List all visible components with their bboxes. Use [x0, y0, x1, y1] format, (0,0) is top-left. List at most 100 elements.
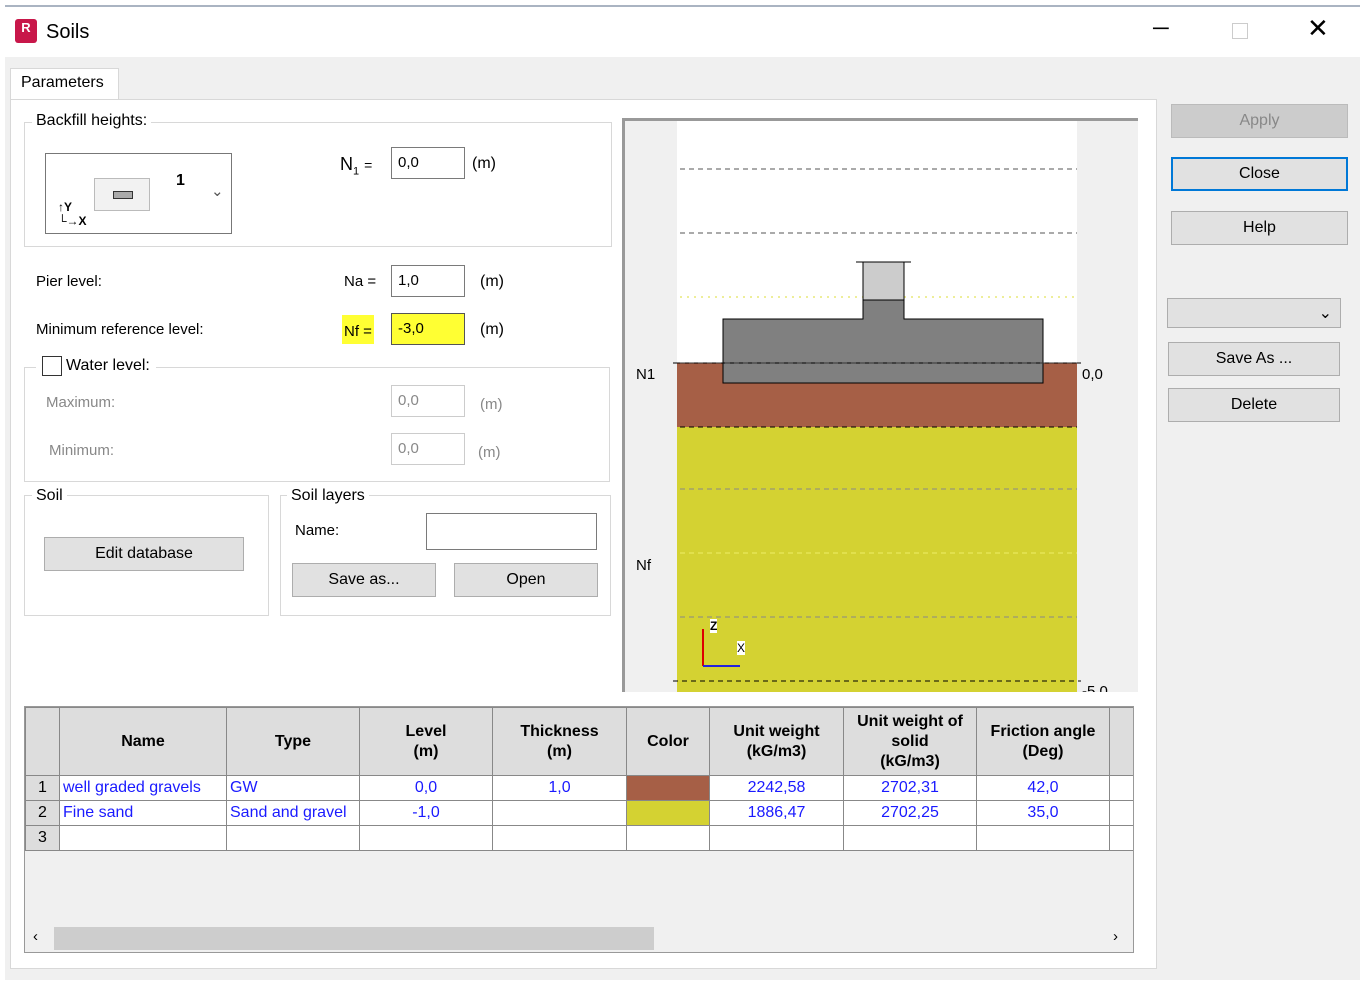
maximize-button[interactable] — [1232, 23, 1248, 39]
n1-input[interactable]: 0,0 — [391, 147, 465, 179]
color-cell[interactable] — [626, 800, 710, 826]
table-header-row: Name Type Level (m) Thickness (m) Color … — [25, 707, 1133, 776]
backfill-selected: 1 — [176, 172, 185, 189]
fa-cell[interactable]: 42,0 — [976, 775, 1110, 801]
axis-z-label: Z — [710, 619, 718, 633]
axes-yx-icon: ↑Y └→X — [58, 200, 87, 228]
top-level-value: 0,0 — [1082, 366, 1103, 383]
uw-cell[interactable]: 1886,47 — [709, 800, 844, 826]
table-row[interactable]: 2 Fine sand Sand and gravel -1,0 1886,47 2702… — [25, 800, 1133, 826]
thickness-cell[interactable]: 1,0 — [492, 775, 627, 801]
n1-marker: N1 — [636, 366, 656, 383]
axis-x-label: X — [737, 641, 746, 655]
soil-table: Name Type Level (m) Thickness (m) Color … — [24, 706, 1134, 953]
color-cell[interactable] — [626, 825, 710, 851]
col-header[interactable]: Unit weight of solid (kG/m3) — [843, 707, 977, 776]
layers-open-button[interactable]: Open — [454, 563, 598, 597]
app-icon: R — [15, 19, 37, 43]
uw-cell[interactable] — [709, 825, 844, 851]
backfill-selector[interactable]: ↑Y └→X 1 ⌄ — [45, 153, 232, 234]
scroll-right-arrow[interactable]: › — [1113, 928, 1118, 945]
level-cell[interactable]: -1,0 — [359, 800, 493, 826]
min-ref-level-input[interactable]: -3,0 — [391, 313, 465, 345]
close-window-button[interactable]: ✕ — [1307, 13, 1329, 43]
min-ref-level-unit: (m) — [480, 321, 504, 338]
save-as-button[interactable]: Save As ... — [1168, 342, 1340, 376]
minimize-button[interactable]: ─ — [1153, 15, 1169, 40]
col-header[interactable]: Friction angle (Deg) — [976, 707, 1110, 776]
name-cell[interactable] — [59, 825, 227, 851]
edit-database-button[interactable]: Edit database — [44, 537, 244, 571]
delete-button[interactable]: Delete — [1168, 388, 1340, 422]
name-cell[interactable]: well graded gravels — [59, 775, 227, 801]
corner-cell — [25, 707, 60, 776]
layers-save-as-button[interactable]: Save as... — [292, 563, 436, 597]
uw-cell[interactable]: 2242,58 — [709, 775, 844, 801]
water-min-label: Minimum: — [49, 442, 115, 459]
min-ref-level-label: Minimum reference level: — [36, 321, 204, 338]
fa-cell[interactable] — [976, 825, 1110, 851]
water-max-label: Maximum: — [46, 394, 116, 411]
water-level-checkbox[interactable]: Water level: — [36, 356, 156, 376]
thickness-cell[interactable] — [492, 825, 627, 851]
na-label: Na = — [344, 273, 377, 290]
water-min-input[interactable]: 0,0 — [391, 433, 465, 465]
type-cell[interactable] — [226, 825, 360, 851]
soil-layers-group — [280, 495, 611, 616]
nf-label: Nf = — [342, 315, 374, 344]
bottom-level-value: -5,0 — [1082, 683, 1108, 692]
thickness-cell[interactable] — [492, 800, 627, 826]
empty-cell[interactable] — [1109, 800, 1133, 826]
scroll-left-arrow[interactable]: ‹ — [33, 928, 38, 945]
preset-combo[interactable]: ⌄ — [1167, 298, 1341, 328]
num-cell[interactable]: 3 — [25, 825, 60, 851]
soil-layers-label: Soil layers — [287, 487, 369, 505]
checkbox-icon — [42, 356, 62, 376]
footing-shape — [722, 299, 1044, 384]
chevron-down-icon: ⌄ — [211, 183, 224, 200]
pier-icon — [862, 261, 905, 301]
table-row[interactable]: 1 well graded gravels GW 0,0 1,0 2242,58 2702,… — [25, 775, 1133, 801]
apply-button[interactable]: Apply — [1171, 104, 1348, 138]
type-cell[interactable]: Sand and gravel — [226, 800, 360, 826]
col-header[interactable]: Name — [59, 707, 227, 776]
soil-profile-drawing — [673, 121, 1081, 692]
water-max-input[interactable]: 0,0 — [391, 385, 465, 417]
color-cell[interactable] — [626, 775, 710, 801]
uws-cell[interactable]: 2702,31 — [843, 775, 977, 801]
type-cell[interactable]: GW — [226, 775, 360, 801]
table-row[interactable]: 3 — [25, 825, 1133, 851]
layer-name-label: Name: — [295, 522, 340, 539]
backfill-group — [24, 122, 612, 247]
soil-group-label: Soil — [32, 487, 67, 505]
level-cell[interactable]: 0,0 — [359, 775, 493, 801]
tab-parameters[interactable]: Parameters — [10, 68, 119, 100]
level-cell[interactable] — [359, 825, 493, 851]
col-header[interactable]: Level (m) — [359, 707, 493, 776]
num-cell[interactable]: 1 — [25, 775, 60, 801]
col-header[interactable]: Unit weight (kG/m3) — [709, 707, 844, 776]
fa-cell[interactable]: 35,0 — [976, 800, 1110, 826]
water-max-unit: (m) — [480, 396, 503, 413]
title-bar: R Soils ─ ✕ — [5, 7, 1360, 57]
horizontal-scrollbar[interactable]: ‹ › — [25, 925, 1133, 952]
n1-label: N1 = — [340, 154, 373, 178]
soil-profile-view: N1 Nf 0,0 -5,0 Z X — [622, 118, 1138, 692]
layer-name-input[interactable] — [426, 513, 597, 550]
name-cell[interactable]: Fine sand — [59, 800, 227, 826]
chevron-down-icon: ⌄ — [1318, 305, 1332, 322]
col-header[interactable]: Color — [626, 707, 710, 776]
water-min-unit: (m) — [478, 444, 501, 461]
scroll-thumb[interactable] — [54, 927, 654, 950]
uws-cell[interactable] — [843, 825, 977, 851]
help-button[interactable]: Help — [1171, 211, 1348, 245]
uws-cell[interactable]: 2702,25 — [843, 800, 977, 826]
soil-group — [24, 495, 269, 616]
num-cell[interactable]: 2 — [25, 800, 60, 826]
col-header[interactable]: Thickness (m) — [492, 707, 627, 776]
empty-cell[interactable] — [1109, 825, 1133, 851]
col-header[interactable]: Type — [226, 707, 360, 776]
pier-level-input[interactable]: 1,0 — [391, 265, 465, 297]
empty-cell[interactable] — [1109, 775, 1133, 801]
close-button[interactable]: Close — [1171, 157, 1348, 191]
